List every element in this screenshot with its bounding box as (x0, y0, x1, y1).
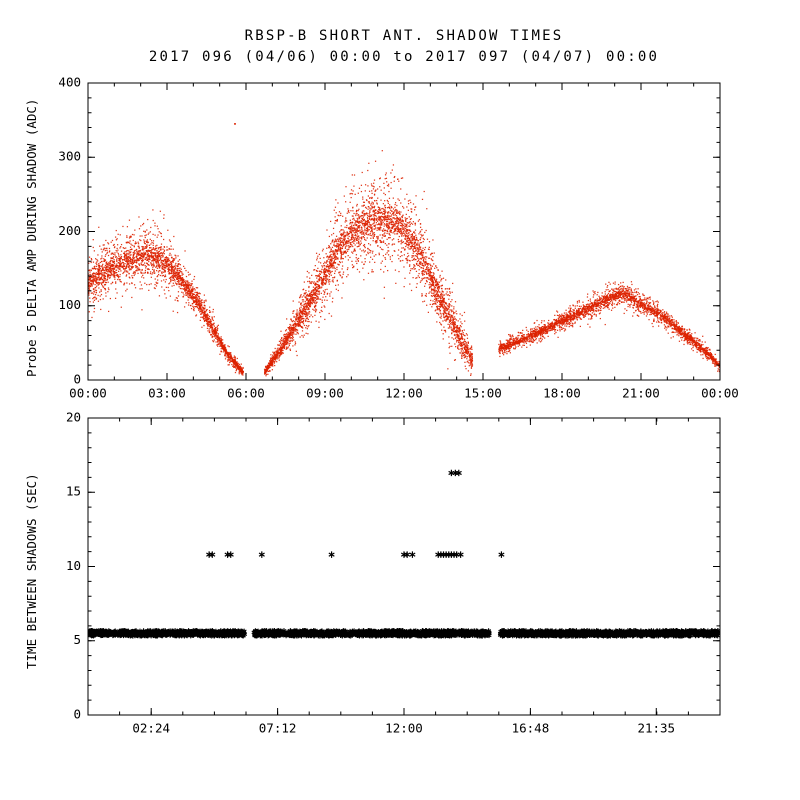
shadow-times-plot-page: RBSP-B SHORT ANT. SHADOW TIMES 2017 096 … (0, 0, 800, 800)
chart-canvas (0, 0, 800, 800)
